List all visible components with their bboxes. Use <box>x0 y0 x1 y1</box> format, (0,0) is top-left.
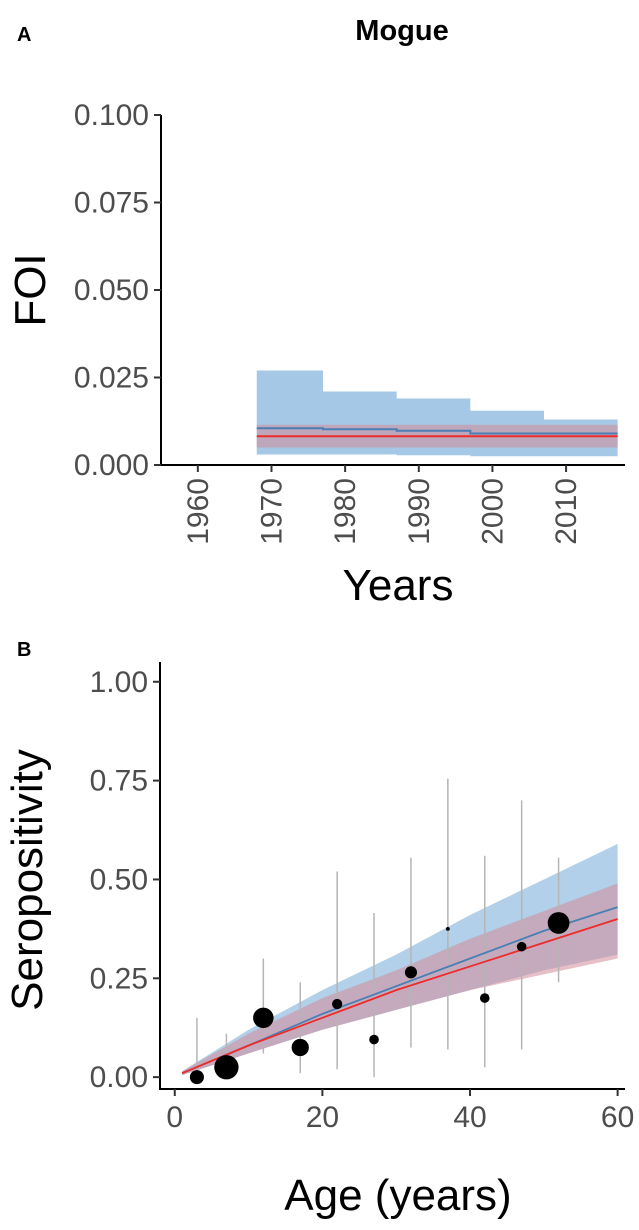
chart-title: Mogue <box>355 15 448 47</box>
data-point <box>332 998 343 1010</box>
foi-bands <box>256 370 618 457</box>
y-axis-ticks: 0.000 0.025 0.050 0.075 0.100 <box>74 99 161 482</box>
panel-a-label: A <box>17 24 31 46</box>
foi-line-blue <box>256 427 618 435</box>
data-point <box>214 1055 239 1080</box>
data-point <box>291 1038 309 1057</box>
y-tick-label: 0.75 <box>90 765 148 798</box>
x-axis-title: Age (years) <box>284 1171 511 1220</box>
x-axis-ticks: 0 20 40 60 <box>166 1089 634 1134</box>
data-point <box>369 1034 379 1045</box>
seropositivity-line-red <box>181 918 618 1075</box>
x-tick-label: 1970 <box>255 478 288 545</box>
y-tick-label: 0.050 <box>74 274 149 307</box>
data-point <box>189 1070 204 1085</box>
data-points <box>189 912 570 1085</box>
y-tick-label: 0.100 <box>74 99 149 132</box>
y-tick-label: 0.025 <box>74 362 149 395</box>
y-tick-label: 0.00 <box>90 1061 148 1094</box>
x-axis-title: Years <box>343 561 454 610</box>
y-tick-label: 0.000 <box>74 449 149 482</box>
x-tick-label: 1980 <box>329 478 362 545</box>
y-tick-label: 1.00 <box>90 666 148 699</box>
panel-b: B 0.00 0.25 0.50 0.75 1.00 0 20 40 60 Seroposit… <box>3 639 634 1220</box>
y-tick-label: 0.25 <box>90 962 148 995</box>
y-axis-ticks: 0.00 0.25 0.50 0.75 1.00 <box>90 666 160 1094</box>
data-point <box>479 993 490 1003</box>
data-point <box>516 941 527 952</box>
y-axis-title: Seropositivity <box>3 749 52 1011</box>
y-axis-title: FOI <box>6 253 55 326</box>
y-tick-label: 0.075 <box>74 187 149 220</box>
x-tick-label: 0 <box>166 1101 183 1134</box>
foi-lines <box>256 427 618 438</box>
x-tick-label: 2000 <box>476 478 509 545</box>
data-point <box>404 966 418 979</box>
x-tick-label: 40 <box>453 1101 486 1134</box>
x-tick-label: 2010 <box>550 478 583 545</box>
data-point <box>445 926 450 931</box>
seropositivity-lines <box>181 906 618 1075</box>
x-tick-label: 1960 <box>182 478 215 545</box>
x-tick-label: 1990 <box>403 478 436 545</box>
panel-b-label: B <box>17 639 31 661</box>
x-tick-label: 20 <box>306 1101 339 1134</box>
data-point <box>253 1007 274 1029</box>
x-tick-label: 60 <box>601 1101 634 1134</box>
data-point <box>547 912 570 934</box>
y-tick-label: 0.50 <box>90 863 148 896</box>
x-axis-ticks: 1960 1970 1980 1990 2000 2010 <box>182 465 583 545</box>
seropositivity-bands <box>182 843 618 1076</box>
